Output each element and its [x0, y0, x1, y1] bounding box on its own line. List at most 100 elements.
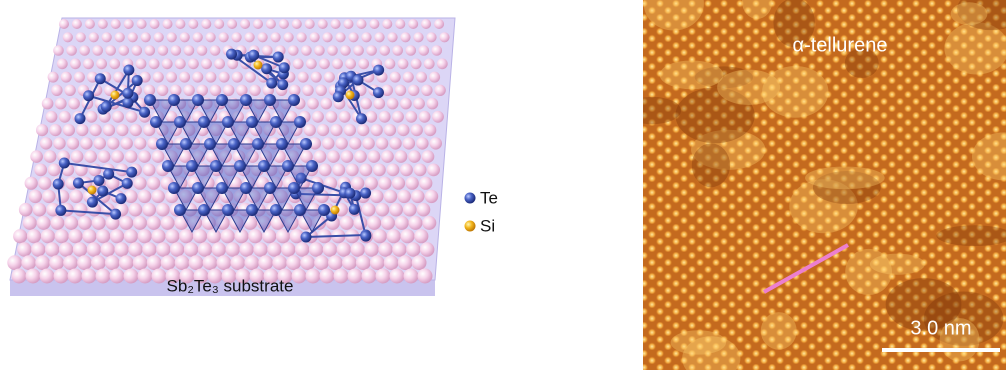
substrate-atom: [82, 229, 96, 243]
substrate-atom: [356, 255, 371, 270]
substrate-atom: [119, 45, 130, 56]
substrate-atom: [306, 269, 321, 284]
legend-label: Te: [480, 188, 498, 207]
substrate-atom: [358, 58, 369, 69]
substrate-atom: [390, 269, 405, 284]
substrate-atom: [30, 150, 43, 163]
substrate-atom: [57, 58, 68, 69]
substrate-atom: [302, 85, 313, 96]
substrate-atom: [49, 255, 64, 270]
substrate-atom: [107, 137, 119, 149]
substrate-atom: [382, 19, 392, 29]
substrate-atom: [165, 229, 179, 243]
substrate-atom: [67, 137, 79, 149]
substrate-atom: [409, 216, 423, 230]
te-atom: [270, 204, 282, 216]
substrate-atom: [66, 45, 77, 56]
substrate-atom: [419, 111, 431, 123]
substrate-atom: [55, 98, 67, 110]
te-atom: [373, 87, 384, 98]
substrate-atom: [297, 32, 307, 42]
substrate-atom: [400, 229, 414, 243]
substrate-atom: [89, 32, 99, 42]
substrate-atom: [91, 255, 106, 270]
te-atom: [75, 113, 86, 124]
stm-shade: [951, 2, 988, 25]
substrate-atom: [98, 19, 108, 29]
te-atom: [300, 138, 312, 150]
substrate-atom: [335, 32, 345, 42]
substrate-atom: [151, 229, 165, 243]
substrate-atom: [193, 32, 203, 42]
te-atom: [352, 75, 363, 86]
te-atom: [87, 197, 98, 208]
substrate-atom: [403, 137, 415, 149]
substrate-atom: [232, 72, 243, 83]
stm-shade: [692, 143, 730, 187]
substrate-atom: [311, 72, 322, 83]
substrate-atom: [403, 72, 414, 83]
substrate-atom: [114, 242, 128, 256]
substrate-atom: [395, 150, 408, 163]
substrate-atom: [406, 177, 419, 190]
substrate-atom: [111, 150, 124, 163]
substrate-atom: [157, 85, 168, 96]
substrate-atom: [49, 124, 61, 136]
substrate-atom: [138, 269, 153, 284]
substrate-atom: [293, 58, 304, 69]
substrate-atom: [385, 58, 396, 69]
substrate-atom: [337, 242, 351, 256]
te-atom: [123, 65, 134, 76]
substrate-atom: [205, 72, 216, 83]
substrate-atom: [286, 255, 301, 270]
substrate-atom: [152, 190, 165, 203]
substrate-atom: [27, 229, 41, 243]
substrate-atom: [132, 45, 143, 56]
te-atom: [168, 182, 180, 194]
te-atom: [204, 138, 216, 150]
te-atom: [126, 167, 137, 178]
substrate-atom: [421, 85, 432, 96]
substrate-atom: [219, 72, 230, 83]
substrate-atom: [111, 19, 121, 29]
te-atom: [174, 204, 186, 216]
si-atom: [331, 206, 340, 215]
substrate-atom: [214, 19, 224, 29]
substrate-atom: [53, 137, 65, 149]
substrate-atom: [109, 58, 120, 69]
substrate-atom: [145, 45, 156, 56]
substrate-atom: [371, 124, 383, 136]
substrate-atom: [156, 242, 170, 256]
substrate-atom: [319, 164, 332, 177]
substrate-atom: [346, 164, 359, 177]
substrate-atom: [110, 229, 124, 243]
substrate-atom: [387, 32, 397, 42]
substrate-atom: [167, 32, 177, 42]
substrate-atom: [68, 229, 82, 243]
substrate-atom: [360, 98, 372, 110]
substrate-atom: [19, 203, 33, 217]
substrate-atom: [138, 150, 151, 163]
substrate-atom: [78, 216, 92, 230]
te-atom: [360, 188, 371, 199]
te-atom: [264, 94, 276, 106]
substrate-atom: [379, 111, 391, 123]
substrate-atom: [248, 229, 262, 243]
substrate-atom: [378, 242, 392, 256]
substrate-atom: [96, 229, 110, 243]
substrate-atom: [245, 32, 255, 42]
substrate-atom: [366, 45, 377, 56]
substrate-atom: [44, 150, 57, 163]
substrate-atom: [314, 255, 329, 270]
te-atom: [282, 160, 294, 172]
substrate-atom: [417, 203, 431, 217]
substrate-atom: [295, 242, 309, 256]
substrate-atom: [376, 269, 391, 284]
substrate-atom: [26, 269, 41, 284]
te-atom: [270, 116, 282, 128]
substrate-atom: [240, 19, 250, 29]
stm-shade: [944, 22, 1006, 74]
substrate-atom: [362, 203, 376, 217]
substrate-atom: [408, 85, 419, 96]
substrate-atom: [121, 137, 133, 149]
